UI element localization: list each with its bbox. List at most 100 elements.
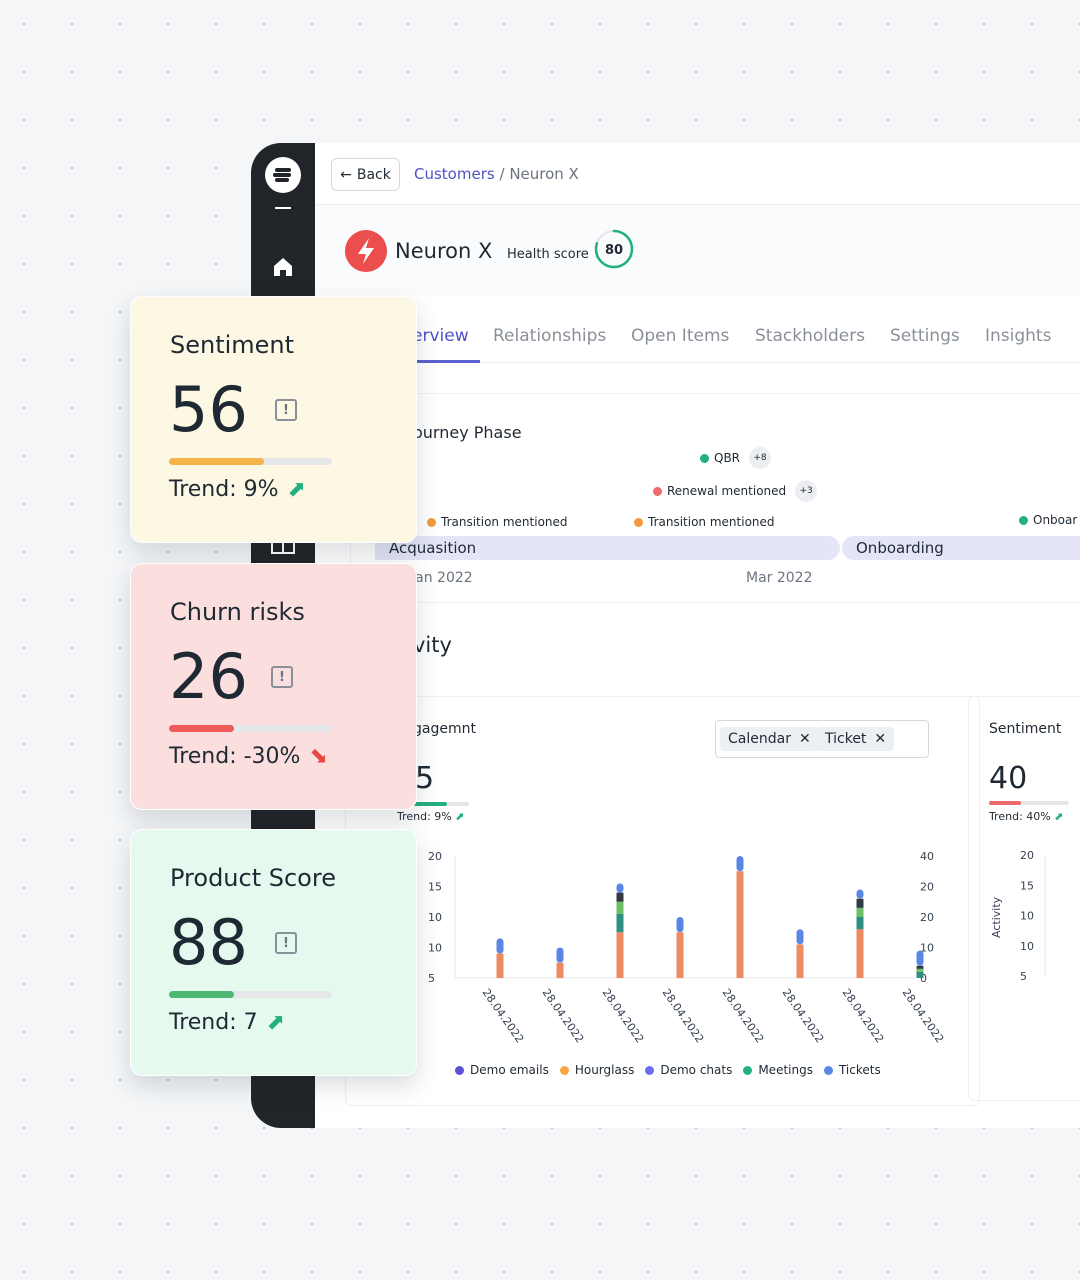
back-button[interactable]: ← Back bbox=[331, 158, 400, 191]
legend-item[interactable]: Meetings bbox=[743, 1063, 813, 1077]
tab-insights[interactable]: Insights bbox=[985, 326, 1052, 346]
legend-dot bbox=[743, 1065, 753, 1075]
card-progress-fill bbox=[169, 458, 264, 465]
bar-segment-hourglass[interactable] bbox=[736, 871, 744, 978]
card-progress-fill bbox=[169, 725, 235, 732]
y-tick-left: 15 bbox=[428, 881, 442, 894]
close-icon[interactable]: ✕ bbox=[874, 731, 887, 747]
churn-risks-card[interactable]: Churn risks 26 ! Trend: -30% ⬊ bbox=[130, 563, 417, 810]
event-transition-1[interactable]: Transition mentioned bbox=[427, 515, 568, 529]
info-icon[interactable]: ! bbox=[275, 399, 297, 421]
chart-legend: Demo emails Hourglass Demo chats Meeting… bbox=[455, 1063, 881, 1077]
event-dot bbox=[427, 517, 436, 527]
x-tick-label: 28.04.2022 bbox=[840, 986, 887, 1043]
engagement-progress-fill bbox=[397, 802, 448, 806]
event-qbr[interactable]: QBR +8 bbox=[700, 447, 772, 469]
bar-segment-tickets[interactable] bbox=[616, 883, 624, 893]
engagement-progress-track bbox=[397, 802, 469, 806]
y-tick-right: 20 bbox=[920, 911, 934, 924]
product-score-card[interactable]: Product Score 88 ! Trend: 7 ⬈ bbox=[130, 829, 417, 1076]
engagement-title: gagemnt bbox=[413, 721, 476, 737]
x-tick-label: 28.04.2022 bbox=[660, 986, 707, 1043]
legend-label: Demo emails bbox=[470, 1063, 549, 1077]
date-label: Jan 2022 bbox=[411, 570, 473, 586]
date-label: Mar 2022 bbox=[746, 570, 813, 586]
legend-item[interactable]: Tickets bbox=[823, 1063, 881, 1077]
event-count-badge[interactable]: +3 bbox=[795, 480, 818, 502]
event-count-badge[interactable]: +8 bbox=[749, 447, 772, 469]
tab-settings[interactable]: Settings bbox=[890, 326, 960, 346]
legend-item[interactable]: Demo chats bbox=[645, 1063, 732, 1077]
engagement-trend: Trend: 9% ⬈ bbox=[397, 810, 464, 823]
legend-item[interactable]: Demo emails bbox=[455, 1063, 549, 1077]
card-trend: Trend: -30% ⬊ bbox=[169, 744, 328, 769]
info-icon[interactable]: ! bbox=[275, 932, 297, 954]
bar-segment-hourglass[interactable] bbox=[496, 953, 504, 978]
y-tick: 10 bbox=[1020, 910, 1034, 923]
filter-input[interactable]: Calendar ✕ Ticket ✕ bbox=[715, 720, 929, 758]
event-label: QBR bbox=[714, 451, 741, 465]
card-trend: Trend: 9% ⬈ bbox=[169, 477, 306, 502]
tab-overview[interactable]: erview bbox=[412, 326, 469, 346]
close-icon[interactable]: ✕ bbox=[798, 731, 811, 747]
tab-stackholders[interactable]: Stackholders bbox=[755, 326, 866, 346]
legend-label: Tickets bbox=[838, 1063, 881, 1077]
bar-segment-meetings[interactable] bbox=[856, 907, 864, 917]
bar-segment-meetings[interactable] bbox=[916, 968, 924, 972]
phase-acquisition[interactable]: Acquasition bbox=[375, 536, 840, 560]
info-icon[interactable]: ! bbox=[271, 666, 293, 688]
y-tick-left: 20 bbox=[428, 850, 442, 863]
filter-chip-ticket[interactable]: Ticket ✕ bbox=[817, 727, 895, 751]
legend-item[interactable]: Hourglass bbox=[559, 1063, 634, 1077]
card-progress-track bbox=[169, 725, 332, 732]
bar-segment-hourglass[interactable] bbox=[556, 962, 564, 978]
bar-segment-hourglass[interactable] bbox=[616, 932, 624, 978]
bar-segment-tickets[interactable] bbox=[796, 929, 804, 945]
legend-label: Demo chats bbox=[660, 1063, 733, 1077]
bar-segment-demo-emails[interactable] bbox=[856, 898, 864, 908]
sentiment-card[interactable]: Sentiment 56 ! Trend: 9% ⬈ bbox=[130, 296, 417, 543]
bar-segment-tickets[interactable] bbox=[736, 856, 744, 872]
bar-segment-tickets[interactable] bbox=[856, 889, 864, 899]
bar-segment-tickets[interactable] bbox=[496, 938, 504, 954]
company-name: Neuron X bbox=[395, 239, 493, 263]
x-tick-label: 28.04.2022 bbox=[600, 986, 647, 1043]
bar-segment-hourglass[interactable] bbox=[856, 929, 864, 978]
card-trend-text: Trend: 9% bbox=[169, 477, 279, 502]
sentiment-mini-value: 40 bbox=[989, 761, 1028, 796]
bar-segment-demo-chats[interactable] bbox=[616, 913, 624, 933]
bar-segment-hourglass[interactable] bbox=[676, 932, 684, 978]
sentiment-mini-trend: Trend: 40% ⬈ bbox=[989, 810, 1063, 823]
sentiment-mini-card bbox=[968, 696, 1080, 1101]
breadcrumb-customers[interactable]: Customers bbox=[414, 165, 495, 183]
app-logo-icon[interactable] bbox=[265, 157, 301, 193]
bar-segment-tickets[interactable] bbox=[556, 947, 564, 963]
y-tick-right: 40 bbox=[920, 850, 934, 863]
bar-segment-demo-chats[interactable] bbox=[856, 917, 864, 930]
bar-segment-hourglass[interactable] bbox=[796, 944, 804, 978]
card-progress-track bbox=[169, 991, 332, 998]
breadcrumb: Customers / Neuron X bbox=[414, 165, 579, 183]
bar-segment-tickets[interactable] bbox=[916, 950, 924, 966]
event-renewal[interactable]: Renewal mentioned +3 bbox=[653, 480, 818, 502]
filter-chip-calendar[interactable]: Calendar ✕ bbox=[720, 727, 819, 751]
bar-segment-meetings[interactable] bbox=[616, 901, 624, 914]
y-tick-left: 10 bbox=[428, 911, 442, 924]
bar-segment-demo-chats[interactable] bbox=[916, 971, 924, 978]
bar-segment-demo-emails[interactable] bbox=[616, 892, 624, 902]
tab-relationships[interactable]: Relationships bbox=[493, 326, 607, 346]
legend-dot bbox=[455, 1065, 464, 1075]
active-tab-indicator bbox=[400, 360, 480, 363]
phase-onboarding[interactable]: Onboarding bbox=[842, 536, 1080, 560]
home-icon[interactable] bbox=[271, 255, 295, 279]
event-transition-2[interactable]: Transition mentioned bbox=[634, 515, 775, 529]
event-dot bbox=[653, 486, 662, 496]
bar-segment-tickets[interactable] bbox=[676, 917, 684, 933]
health-score-label: Health score bbox=[507, 247, 589, 262]
tab-open-items[interactable]: Open Items bbox=[631, 326, 730, 346]
card-title: Sentiment bbox=[170, 331, 295, 359]
event-onboarding[interactable]: Onboar bbox=[1019, 513, 1077, 527]
bar-segment-demo-emails[interactable] bbox=[916, 965, 924, 969]
event-label: Transition mentioned bbox=[648, 515, 775, 529]
